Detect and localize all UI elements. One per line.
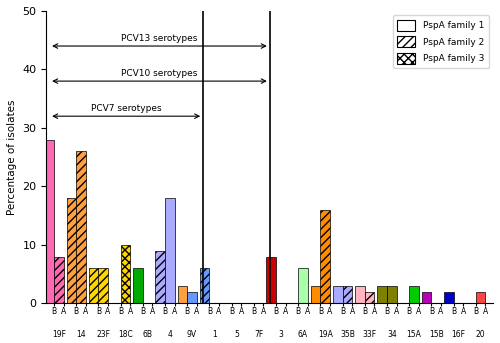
Text: 16F: 16F bbox=[452, 330, 466, 339]
Y-axis label: Percentage of isolates: Percentage of isolates bbox=[7, 99, 17, 215]
Bar bbox=[76, 151, 86, 303]
Bar bbox=[355, 286, 365, 303]
Bar bbox=[476, 292, 486, 303]
Text: 6B: 6B bbox=[142, 330, 152, 339]
Bar bbox=[200, 268, 209, 303]
Text: 9V: 9V bbox=[187, 330, 197, 339]
Legend: PspA family 1, PspA family 2, PspA family 3: PspA family 1, PspA family 2, PspA famil… bbox=[393, 15, 488, 68]
Bar bbox=[378, 286, 387, 303]
Text: 15B: 15B bbox=[429, 330, 444, 339]
Text: 34: 34 bbox=[387, 330, 396, 339]
Bar bbox=[320, 210, 330, 303]
Bar bbox=[387, 286, 396, 303]
Text: 18C: 18C bbox=[118, 330, 133, 339]
Bar bbox=[342, 286, 352, 303]
Text: 6A: 6A bbox=[298, 330, 308, 339]
Bar bbox=[444, 292, 454, 303]
Bar bbox=[422, 292, 432, 303]
Text: PCV7 serotypes: PCV7 serotypes bbox=[91, 104, 162, 113]
Text: 4: 4 bbox=[168, 330, 172, 339]
Bar bbox=[178, 286, 187, 303]
Text: 5: 5 bbox=[234, 330, 239, 339]
Text: PCV13 serotypes: PCV13 serotypes bbox=[122, 34, 198, 43]
Bar bbox=[187, 292, 197, 303]
Bar bbox=[44, 140, 54, 303]
Text: 7F: 7F bbox=[254, 330, 263, 339]
Text: 15A: 15A bbox=[406, 330, 422, 339]
Bar bbox=[98, 268, 108, 303]
Bar bbox=[298, 268, 308, 303]
Bar bbox=[156, 251, 165, 303]
Text: 14: 14 bbox=[76, 330, 86, 339]
Bar bbox=[333, 286, 342, 303]
Bar bbox=[54, 257, 64, 303]
Text: 20: 20 bbox=[476, 330, 486, 339]
Bar bbox=[165, 198, 174, 303]
Bar bbox=[311, 286, 320, 303]
Bar bbox=[409, 286, 419, 303]
Text: 35B: 35B bbox=[340, 330, 355, 339]
Bar bbox=[89, 268, 99, 303]
Text: 19F: 19F bbox=[52, 330, 66, 339]
Text: 19A: 19A bbox=[318, 330, 332, 339]
Text: 23F: 23F bbox=[96, 330, 110, 339]
Text: 1: 1 bbox=[212, 330, 216, 339]
Bar bbox=[66, 198, 76, 303]
Bar bbox=[365, 292, 374, 303]
Bar bbox=[133, 268, 143, 303]
Bar bbox=[120, 245, 130, 303]
Text: 33F: 33F bbox=[362, 330, 376, 339]
Text: 3: 3 bbox=[278, 330, 283, 339]
Text: PCV10 serotypes: PCV10 serotypes bbox=[122, 69, 198, 78]
Bar bbox=[266, 257, 276, 303]
